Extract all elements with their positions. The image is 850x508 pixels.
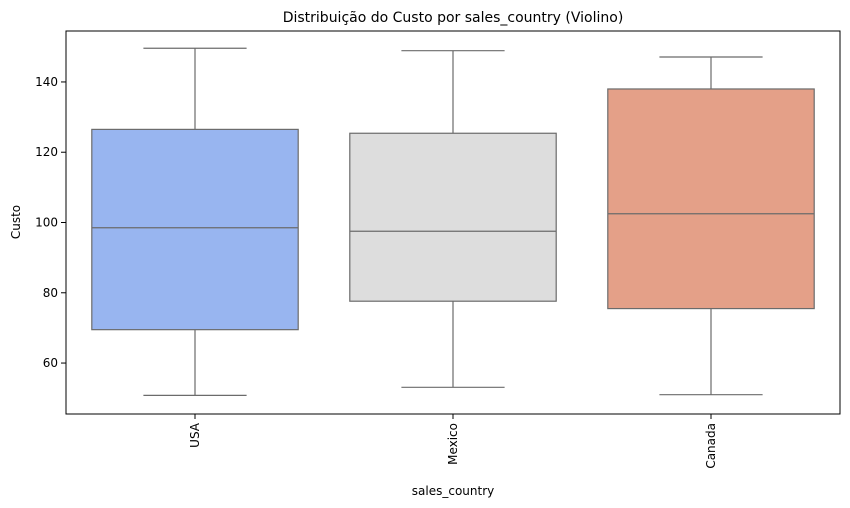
iqr-box [91, 128, 299, 331]
y-tick-label: 120 [35, 145, 58, 159]
x-axis-label: sales_country [412, 484, 494, 498]
x-tick-label: Canada [704, 423, 718, 469]
x-tick-label: USA [188, 422, 202, 448]
box-canada [607, 56, 815, 396]
y-tick-label: 80 [43, 286, 58, 300]
iqr-box [607, 88, 815, 310]
y-axis: 60 80 100 120 140 [35, 75, 66, 370]
chart-title: Distribuição do Custo por sales_country … [283, 10, 624, 26]
x-axis: USA Mexico Canada [188, 414, 718, 469]
plot-frame [65, 30, 841, 415]
box-usa [91, 47, 299, 396]
x-tick-label: Mexico [446, 423, 460, 465]
iqr-box [349, 132, 557, 302]
box-mexico [349, 50, 557, 388]
y-tick-label: 60 [43, 356, 58, 370]
y-axis-label: Custo [9, 205, 23, 239]
boxes-layer [91, 47, 815, 396]
y-tick-label: 140 [35, 75, 58, 89]
y-tick-label: 100 [35, 216, 58, 230]
